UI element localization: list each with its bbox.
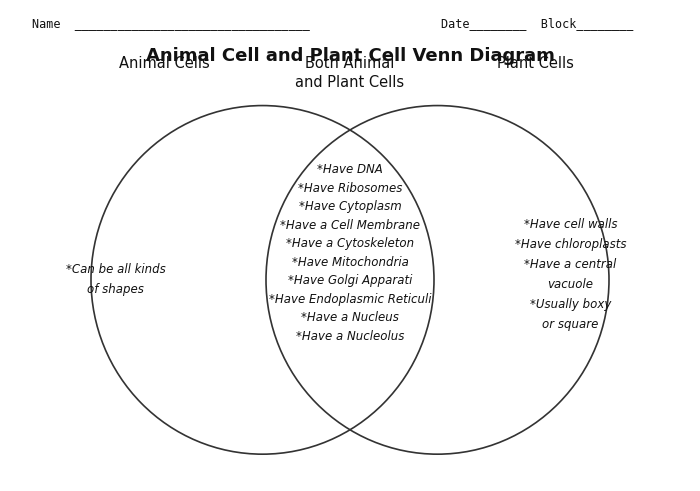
Text: Animal Cells: Animal Cells	[119, 56, 210, 72]
Text: Animal Cell and Plant Cell Venn Diagram: Animal Cell and Plant Cell Venn Diagram	[146, 47, 554, 65]
Text: *Have cell walls
*Have chloroplasts
*Have a central
vacuole
*Usually boxy
or squ: *Have cell walls *Have chloroplasts *Hav…	[514, 218, 626, 331]
Text: *Can be all kinds
of shapes: *Can be all kinds of shapes	[66, 263, 165, 297]
Text: Name  _________________________________: Name _________________________________	[32, 17, 309, 30]
Text: Plant Cells: Plant Cells	[497, 56, 574, 72]
Text: Date________  Block________: Date________ Block________	[441, 17, 634, 30]
Text: *Have DNA
*Have Ribosomes
*Have Cytoplasm
*Have a Cell Membrane
*Have a Cytoskel: *Have DNA *Have Ribosomes *Have Cytoplas…	[269, 163, 431, 343]
Text: Both Animal
and Plant Cells: Both Animal and Plant Cells	[295, 56, 405, 90]
